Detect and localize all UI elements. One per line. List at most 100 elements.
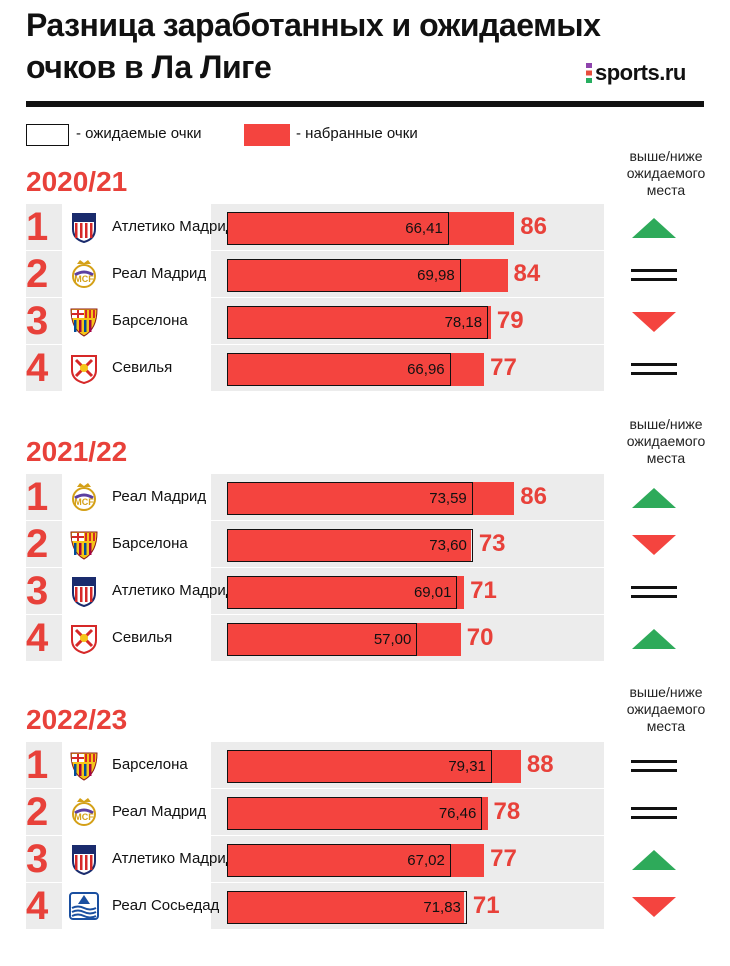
brand-logo: sports.ru: [586, 60, 686, 86]
atletico-crest-icon: [72, 845, 96, 875]
actual-points-bar: [227, 529, 471, 562]
expected-points-label: 79,31: [448, 758, 486, 775]
place-change-header: выше/ниже ожидаемого места: [626, 148, 706, 198]
actual-points-label: 71: [470, 577, 497, 604]
rank-number: 4: [26, 346, 49, 390]
table-row: 1 Атлетико Мадрид 66,41 86: [26, 204, 704, 250]
rank-number: 3: [26, 299, 49, 343]
real-crest-icon: MCF: [72, 483, 96, 511]
team-name: Атлетико Мадрид: [112, 850, 235, 867]
season-section: 2021/22 выше/ниже ожидаемого места 1 MCF Реа…: [26, 416, 726, 668]
table-row: 4 Реал Сосьедад 71,83 71: [26, 883, 704, 929]
expected-points-bar: [227, 891, 467, 924]
trend-down-icon: [632, 535, 676, 555]
actual-points-label: 73: [478, 530, 506, 557]
team-name: Реал Мадрид: [112, 803, 207, 820]
table-row: 4 Севилья 66,96 77: [26, 345, 704, 391]
actual-points-label: 84: [513, 260, 541, 287]
table-row: 2 Барселона 73,60 73: [26, 521, 704, 567]
expected-points-label: 71,83: [423, 899, 461, 916]
svg-text:MCF: MCF: [74, 274, 94, 284]
team-name: Атлетико Мадрид: [112, 582, 235, 599]
title-line-1: Разница заработанных и ожидаемых: [26, 7, 601, 43]
indicator-panel: [604, 251, 704, 297]
barca-crest-icon: [70, 531, 98, 560]
actual-points-label: 71: [472, 892, 500, 919]
team-name: Барселона: [112, 312, 188, 329]
actual-points-label: 77: [490, 845, 517, 872]
trend-same-icon: [631, 269, 677, 281]
actual-points-bar: [227, 353, 485, 386]
brand-dots-icon: [586, 63, 592, 83]
actual-points-bar: [227, 482, 515, 515]
actual-points-label: 79: [496, 307, 524, 334]
table-row: 3 Атлетико Мадрид 67,02 77: [26, 836, 704, 882]
indicator-panel: [604, 345, 704, 391]
expected-points-label: 69,01: [413, 584, 452, 601]
trend-same-icon: [631, 586, 677, 598]
expected-points-label: 78,18: [444, 314, 483, 331]
rank-number: 2: [26, 790, 49, 834]
expected-points-label: 69,98: [417, 267, 455, 284]
brand-name: sports.ru: [595, 60, 686, 85]
actual-points-bar: [227, 750, 521, 783]
indicator-panel: [604, 568, 704, 614]
actual-points-bar: [227, 623, 461, 656]
actual-points-bar: [227, 259, 508, 292]
expected-points-bar: [227, 529, 473, 562]
legend-actual-label: - набранные очки: [296, 125, 418, 142]
expected-points-bar: [227, 750, 492, 783]
expected-points-label: 66,41: [405, 220, 443, 237]
place-change-header: выше/ниже ожидаемого места: [626, 416, 706, 466]
table-row: 4 Севилья 57,00 70: [26, 615, 704, 661]
team-name: Атлетико Мадрид: [112, 218, 235, 235]
expected-points-bar: [227, 797, 483, 830]
expected-points-label: 76,46: [438, 805, 477, 822]
rank-number: 2: [26, 252, 49, 296]
team-name: Реал Мадрид: [112, 488, 207, 505]
team-name: Севилья: [112, 629, 173, 646]
rank-number: 4: [26, 616, 49, 660]
team-name: Барселона: [112, 756, 188, 773]
expected-points-bar: [227, 353, 451, 386]
title-rule: [26, 101, 704, 107]
sevilla-crest-icon: [71, 625, 97, 654]
rank-number: 4: [26, 884, 49, 928]
page-title: Разница заработанных и ожидаемых очков в…: [26, 4, 666, 88]
atletico-crest-icon: [72, 213, 96, 243]
title-line-2: очков в Ла Лиге: [26, 49, 272, 85]
table-row: 2 MCF Реал Мадрид 69,98 84: [26, 251, 704, 297]
team-name: Реал Мадрид: [112, 265, 207, 282]
svg-text:MCF: MCF: [74, 497, 94, 507]
indicator-panel: [604, 742, 704, 788]
rank-number: 2: [26, 522, 49, 566]
season-label: 2020/21: [26, 166, 128, 197]
expected-points-bar: [227, 259, 461, 292]
rank-number: 3: [26, 569, 49, 613]
actual-points-label: 77: [490, 354, 517, 381]
actual-points-label: 78: [493, 798, 521, 825]
table-row: 2 MCF Реал Мадрид 76,46 78: [26, 789, 704, 835]
indicator-panel: [604, 789, 704, 835]
legend-expected-label: - ожидаемые очки: [76, 125, 202, 142]
trend-up-icon: [632, 850, 676, 870]
trend-same-icon: [631, 807, 677, 819]
trend-up-icon: [632, 488, 676, 508]
expected-points-label: 66,96: [407, 361, 445, 378]
team-name: Реал Сосьедад: [112, 897, 220, 914]
place-change-header: выше/ниже ожидаемого места: [626, 684, 706, 734]
actual-points-bar: [227, 797, 488, 830]
real-crest-icon: MCF: [72, 260, 96, 288]
actual-points-label: 88: [526, 751, 554, 778]
table-row: 1 MCF Реал Мадрид 73,59 86: [26, 474, 704, 520]
expected-points-label: 73,60: [429, 537, 467, 554]
table-row: 3 Барселона 78,18 79: [26, 298, 704, 344]
actual-points-bar: [227, 576, 465, 609]
rank-number: 1: [26, 475, 49, 519]
trend-up-icon: [632, 218, 676, 238]
expected-points-bar: [227, 306, 489, 339]
trend-down-icon: [632, 312, 676, 332]
actual-points-bar: [227, 844, 485, 877]
actual-points-label: 70: [466, 624, 494, 651]
expected-points-bar: [227, 623, 418, 656]
